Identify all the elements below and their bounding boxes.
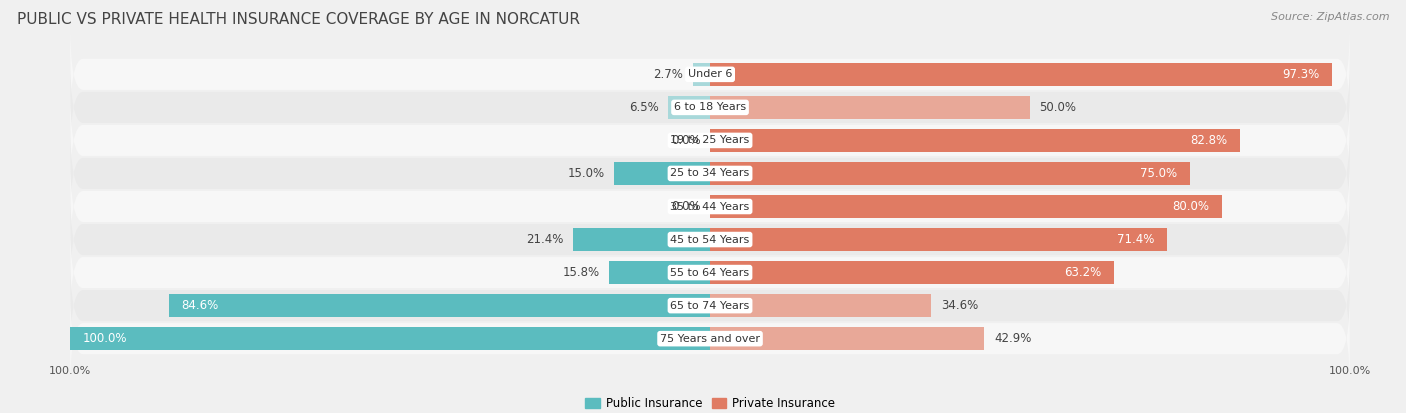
Text: 6 to 18 Years: 6 to 18 Years (673, 102, 747, 112)
FancyBboxPatch shape (70, 90, 1350, 191)
Text: 0.0%: 0.0% (671, 200, 700, 213)
Text: 55 to 64 Years: 55 to 64 Years (671, 268, 749, 278)
Bar (693, 63, 710, 85)
Bar (574, 228, 710, 251)
Text: 75 Years and over: 75 Years and over (659, 334, 761, 344)
Text: 80.0%: 80.0% (1173, 200, 1209, 213)
Bar (710, 328, 984, 350)
Text: 6.5%: 6.5% (628, 101, 659, 114)
Bar (70, 328, 710, 350)
Text: Under 6: Under 6 (688, 69, 733, 79)
Text: 34.6%: 34.6% (941, 299, 979, 312)
Bar (609, 261, 710, 284)
Text: 71.4%: 71.4% (1116, 233, 1154, 246)
FancyBboxPatch shape (70, 222, 1350, 323)
Text: PUBLIC VS PRIVATE HEALTH INSURANCE COVERAGE BY AGE IN NORCATUR: PUBLIC VS PRIVATE HEALTH INSURANCE COVER… (17, 12, 579, 27)
Bar (710, 96, 1029, 119)
Bar (710, 63, 1333, 85)
Text: 19 to 25 Years: 19 to 25 Years (671, 135, 749, 145)
Text: 97.3%: 97.3% (1282, 68, 1320, 81)
Bar (614, 162, 710, 185)
FancyBboxPatch shape (70, 288, 1350, 389)
Text: Source: ZipAtlas.com: Source: ZipAtlas.com (1271, 12, 1389, 22)
Text: 35 to 44 Years: 35 to 44 Years (671, 202, 749, 211)
Text: 15.0%: 15.0% (568, 167, 605, 180)
FancyBboxPatch shape (70, 123, 1350, 224)
Bar (668, 96, 710, 119)
Text: 45 to 54 Years: 45 to 54 Years (671, 235, 749, 244)
Text: 82.8%: 82.8% (1189, 134, 1227, 147)
Bar (710, 195, 1222, 218)
Bar (710, 162, 1189, 185)
Bar (710, 228, 1167, 251)
Text: 42.9%: 42.9% (994, 332, 1032, 345)
FancyBboxPatch shape (70, 57, 1350, 158)
Text: 25 to 34 Years: 25 to 34 Years (671, 169, 749, 178)
Text: 15.8%: 15.8% (562, 266, 599, 279)
Bar (169, 294, 710, 317)
Text: 65 to 74 Years: 65 to 74 Years (671, 301, 749, 311)
Bar (710, 261, 1115, 284)
FancyBboxPatch shape (70, 156, 1350, 257)
Text: 63.2%: 63.2% (1064, 266, 1101, 279)
FancyBboxPatch shape (70, 189, 1350, 290)
Text: 100.0%: 100.0% (83, 332, 128, 345)
FancyBboxPatch shape (70, 24, 1350, 125)
Bar (710, 129, 1240, 152)
Text: 50.0%: 50.0% (1039, 101, 1077, 114)
Legend: Public Insurance, Private Insurance: Public Insurance, Private Insurance (581, 392, 839, 413)
Text: 75.0%: 75.0% (1140, 167, 1177, 180)
Text: 0.0%: 0.0% (671, 134, 700, 147)
Text: 84.6%: 84.6% (181, 299, 219, 312)
Text: 2.7%: 2.7% (654, 68, 683, 81)
Text: 21.4%: 21.4% (526, 233, 564, 246)
Bar (710, 294, 931, 317)
FancyBboxPatch shape (70, 255, 1350, 356)
